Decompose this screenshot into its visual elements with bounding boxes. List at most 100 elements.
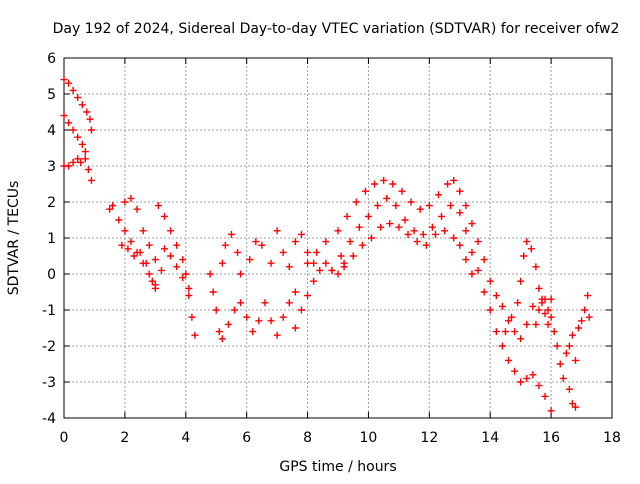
- data-point-marker: [127, 194, 135, 202]
- data-point-marker: [74, 94, 82, 102]
- data-point-marker: [511, 367, 519, 375]
- data-point-marker: [252, 238, 260, 246]
- y-tick-label: -3: [42, 375, 56, 391]
- data-point-marker: [127, 238, 135, 246]
- data-point-marker: [160, 245, 168, 253]
- data-point-marker: [255, 317, 263, 325]
- data-point-marker: [285, 299, 293, 307]
- data-point-marker: [337, 252, 345, 260]
- data-point-marker: [444, 180, 452, 188]
- data-point-marker: [267, 317, 275, 325]
- data-point-marker: [568, 400, 576, 408]
- data-point-marker: [154, 202, 162, 210]
- data-point-marker: [523, 320, 531, 328]
- data-point-marker: [84, 166, 92, 174]
- data-point-marker: [431, 230, 439, 238]
- y-tick-label: -2: [42, 339, 56, 355]
- x-tick-label: 12: [420, 430, 438, 446]
- data-point-marker: [456, 209, 464, 217]
- data-point-marker: [468, 270, 476, 278]
- data-point-marker: [559, 374, 567, 382]
- data-point-marker: [173, 241, 181, 249]
- data-point-marker: [392, 202, 400, 210]
- data-point-marker: [374, 202, 382, 210]
- data-point-marker: [60, 76, 68, 84]
- data-point-marker: [343, 212, 351, 220]
- data-point-marker: [474, 238, 482, 246]
- data-point-marker: [462, 227, 470, 235]
- data-point-marker: [291, 288, 299, 296]
- data-point-marker: [486, 306, 494, 314]
- data-point-marker: [404, 230, 412, 238]
- data-point-marker: [185, 292, 193, 300]
- data-point-marker: [550, 328, 558, 336]
- data-point-marker: [151, 256, 159, 264]
- data-point-marker: [246, 256, 254, 264]
- data-point-marker: [456, 187, 464, 195]
- data-point-marker: [367, 234, 375, 242]
- data-point-marker: [258, 241, 266, 249]
- data-point-marker: [361, 187, 369, 195]
- data-point-marker: [492, 328, 500, 336]
- data-point-marker: [313, 248, 321, 256]
- data-point-marker: [535, 284, 543, 292]
- data-point-marker: [468, 220, 476, 228]
- data-point-marker: [450, 234, 458, 242]
- data-point-marker: [124, 245, 132, 253]
- x-axis-ticks: 0 2 4 6 8 10 12 14 16 18: [60, 58, 621, 446]
- data-point-marker: [78, 140, 86, 148]
- data-point-marker: [188, 313, 196, 321]
- data-point-marker: [407, 198, 415, 206]
- data-point-marker: [413, 238, 421, 246]
- data-point-marker: [556, 360, 564, 368]
- x-tick-label: 0: [60, 430, 69, 446]
- data-point-marker: [167, 227, 175, 235]
- data-point-marker: [389, 180, 397, 188]
- data-point-marker: [544, 306, 552, 314]
- data-point-marker: [535, 306, 543, 314]
- data-point-marker: [291, 238, 299, 246]
- data-point-marker: [535, 382, 543, 390]
- data-point-marker: [501, 328, 509, 336]
- x-tick-label: 6: [242, 430, 251, 446]
- data-point-marker: [69, 158, 77, 166]
- data-point-marker: [191, 331, 199, 339]
- data-point-marker: [74, 133, 82, 141]
- data-point-marker: [514, 299, 522, 307]
- x-tick-label: 4: [181, 430, 190, 446]
- x-axis-label: GPS time / hours: [279, 459, 396, 475]
- data-point-marker: [115, 216, 123, 224]
- data-point-marker: [267, 259, 275, 267]
- data-point-marker: [364, 212, 372, 220]
- y-tick-label: 2: [47, 195, 56, 211]
- data-point-marker: [237, 270, 245, 278]
- data-point-marker: [422, 241, 430, 249]
- data-point-marker: [584, 292, 592, 300]
- data-point-marker: [130, 252, 138, 260]
- data-point-marker: [395, 223, 403, 231]
- data-point-marker: [136, 248, 144, 256]
- data-point-marker: [182, 270, 190, 278]
- data-point-marker: [297, 306, 305, 314]
- data-point-marker: [304, 292, 312, 300]
- data-point-marker: [352, 198, 360, 206]
- data-point-marker: [78, 101, 86, 109]
- data-point-marker: [145, 241, 153, 249]
- y-tick-label: 4: [47, 123, 56, 139]
- data-point-marker: [310, 277, 318, 285]
- data-point-marker: [553, 342, 561, 350]
- grid-lines: [64, 58, 612, 418]
- data-point-marker: [474, 266, 482, 274]
- data-point-marker: [167, 252, 175, 260]
- data-point-marker: [173, 263, 181, 271]
- data-point-marker: [334, 227, 342, 235]
- data-point-marker: [523, 238, 531, 246]
- data-point-marker: [462, 202, 470, 210]
- data-point-marker: [581, 306, 589, 314]
- y-axis-ticks: -4 -3 -2 -1 0 1 2 3 4 5 6: [42, 51, 612, 427]
- data-point-marker: [179, 274, 187, 282]
- data-point-marker: [434, 191, 442, 199]
- data-point-marker: [65, 162, 73, 170]
- data-point-marker: [69, 86, 77, 94]
- data-point-marker: [419, 230, 427, 238]
